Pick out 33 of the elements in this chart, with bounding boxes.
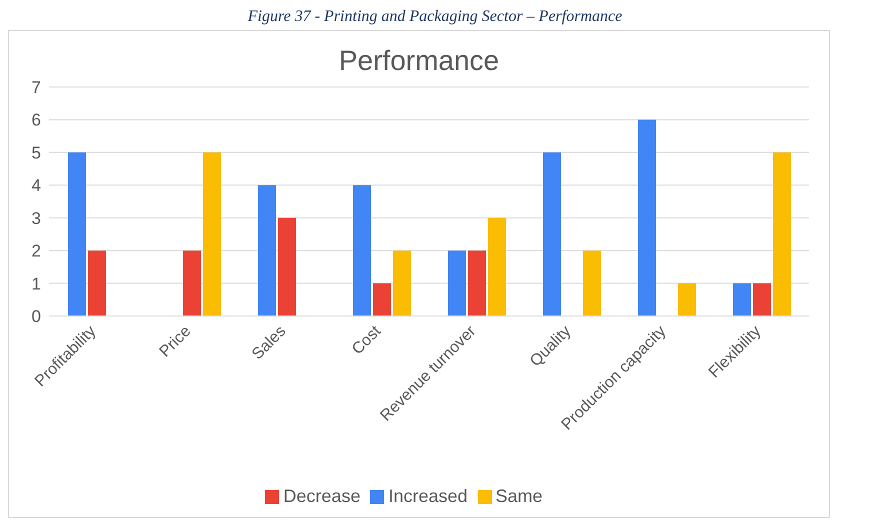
bar [373,283,391,316]
bar [393,250,411,316]
legend-label: Same [496,486,543,506]
bar [258,185,276,316]
y-tick-label: 1 [32,274,41,294]
bar [353,185,371,316]
bar [68,152,86,316]
bar [88,250,106,316]
y-tick-label: 4 [32,176,41,196]
legend-label: Decrease [283,486,360,506]
y-tick-label: 7 [32,78,41,98]
y-tick-label: 5 [32,143,41,162]
bar [733,283,751,316]
y-tick-label: 6 [32,110,41,130]
y-tick-label: 3 [32,208,41,228]
bar [468,250,486,316]
y-tick-label: 0 [32,307,41,326]
y-tick-label: 2 [32,242,41,261]
chart-title: Performance [338,45,500,77]
bar [488,218,506,316]
bar [203,152,221,316]
bar [753,283,771,316]
bar [678,283,696,316]
legend-label: Increased [388,486,468,506]
x-tick-label: Cost [349,322,385,358]
bar [278,218,296,316]
bar [448,250,466,316]
bar [183,250,201,316]
bar [543,152,561,316]
bar [638,120,656,316]
bar [583,250,601,316]
caption: Figure 37 - Printing and Packaging Sector – Performance [246,8,624,27]
bar [773,152,791,316]
